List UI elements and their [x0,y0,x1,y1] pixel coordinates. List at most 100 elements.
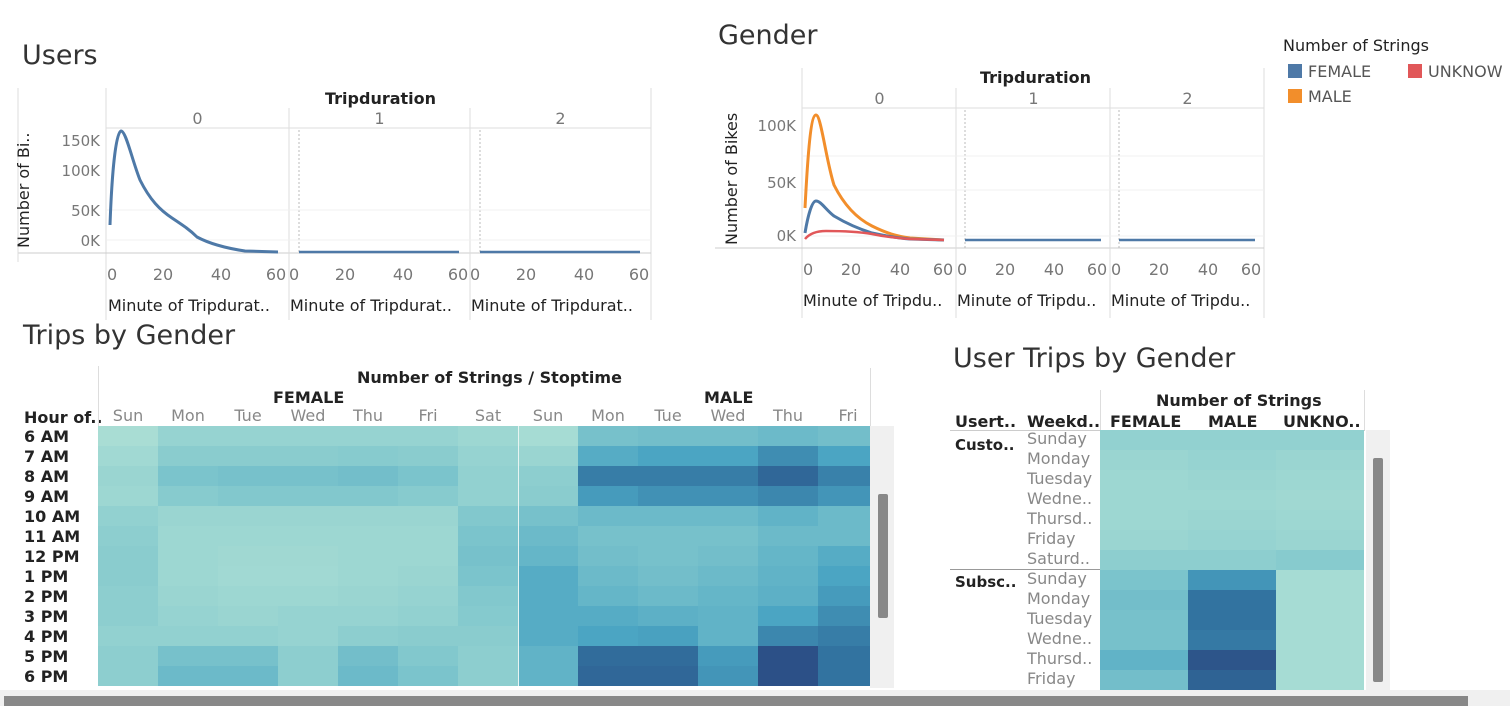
trips-heatmap-cell[interactable] [218,626,278,646]
user-trips-heatmap-cell[interactable] [1188,450,1276,470]
user-trips-heatmap-cell[interactable] [1100,650,1188,670]
trips-heatmap-cell[interactable] [338,606,398,626]
trips-heatmap-cell[interactable] [338,586,398,606]
trips-heatmap-cell[interactable] [578,506,638,526]
user-trips-heatmap-cell[interactable] [1276,550,1364,570]
trips-heatmap-cell[interactable] [278,506,338,526]
user-trips-heatmap-cell[interactable] [1276,590,1364,610]
trips-heatmap-cell[interactable] [218,446,278,466]
trips-heatmap-cell[interactable] [518,646,578,666]
trips-heatmap-cell[interactable] [818,606,870,626]
trips-heatmap-cell[interactable] [458,666,518,686]
trips-heatmap-cell[interactable] [338,646,398,666]
user-trips-heatmap-cell[interactable] [1276,530,1364,550]
trips-heatmap-cell[interactable] [818,586,870,606]
trips-heatmap-cell[interactable] [698,566,758,586]
user-trips-heatmap-cell[interactable] [1276,510,1364,530]
trips-heatmap-cell[interactable] [398,466,458,486]
trips-heatmap-cell[interactable] [158,546,218,566]
user-trips-heatmap-cell[interactable] [1188,430,1276,450]
trips-heatmap-cell[interactable] [578,526,638,546]
user-trips-heatmap-cell[interactable] [1100,570,1188,590]
user-trips-heatmap-cell[interactable] [1100,530,1188,550]
user-trips-heatmap-cell[interactable] [1100,470,1188,490]
trips-heatmap-cell[interactable] [278,606,338,626]
trips-heatmap-cell[interactable] [218,566,278,586]
user-trips-heatmap-cell[interactable] [1276,610,1364,630]
trips-heatmap-cell[interactable] [338,446,398,466]
trips-heatmap-cell[interactable] [698,426,758,446]
trips-heatmap-cell[interactable] [758,466,818,486]
trips-heatmap-cell[interactable] [698,586,758,606]
trips-heatmap-cell[interactable] [638,486,698,506]
trips-heatmap-cell[interactable] [518,606,578,626]
trips-heatmap-cell[interactable] [398,526,458,546]
user-trips-heatmap-cell[interactable] [1188,530,1276,550]
trips-heatmap-cell[interactable] [158,566,218,586]
trips-heatmap-cell[interactable] [518,446,578,466]
trips-heatmap-cell[interactable] [578,426,638,446]
trips-heatmap-cell[interactable] [218,526,278,546]
trips-heatmap-cell[interactable] [578,566,638,586]
trips-heatmap-cell[interactable] [578,466,638,486]
trips-heatmap-cell[interactable] [458,426,518,446]
trips-heatmap-cell[interactable] [818,486,870,506]
trips-heatmap-cell[interactable] [398,626,458,646]
trips-heatmap-cell[interactable] [698,486,758,506]
trips-heatmap-cell[interactable] [158,606,218,626]
trips-heatmap-cell[interactable] [698,606,758,626]
trips-heatmap-cell[interactable] [458,466,518,486]
trips-heatmap-cell[interactable] [698,666,758,686]
trips-scrollbar-thumb[interactable] [878,494,888,618]
trips-heatmap-cell[interactable] [818,466,870,486]
trips-heatmap-cell[interactable] [158,586,218,606]
user-trips-heatmap-cell[interactable] [1188,610,1276,630]
trips-heatmap-cell[interactable] [338,666,398,686]
trips-heatmap-cell[interactable] [398,566,458,586]
trips-heatmap-cell[interactable] [278,466,338,486]
trips-heatmap-cell[interactable] [338,486,398,506]
trips-heatmap-cell[interactable] [458,646,518,666]
legend-item-male[interactable]: MALE [1288,87,1352,106]
trips-heatmap-cell[interactable] [98,626,158,646]
trips-heatmap-cell[interactable] [218,426,278,446]
trips-heatmap-cell[interactable] [458,626,518,646]
trips-heatmap-cell[interactable] [758,606,818,626]
trips-heatmap-cell[interactable] [398,646,458,666]
trips-heatmap-cell[interactable] [518,486,578,506]
trips-heatmap-cell[interactable] [818,626,870,646]
trips-heatmap-cell[interactable] [338,526,398,546]
trips-heatmap-cell[interactable] [758,566,818,586]
trips-heatmap-cell[interactable] [218,466,278,486]
trips-heatmap-cell[interactable] [518,466,578,486]
horizontal-scrollbar[interactable] [0,690,1510,706]
legend-item-unknown[interactable]: UNKNOW [1408,62,1503,81]
trips-heatmap-cell[interactable] [818,566,870,586]
trips-heatmap-cell[interactable] [458,526,518,546]
trips-heatmap-cell[interactable] [158,526,218,546]
trips-heatmap-cell[interactable] [98,546,158,566]
trips-heatmap-cell[interactable] [98,586,158,606]
trips-heatmap-cell[interactable] [818,666,870,686]
user-trips-heatmap-cell[interactable] [1188,490,1276,510]
trips-heatmap-cell[interactable] [818,446,870,466]
trips-heatmap-cell[interactable] [578,586,638,606]
trips-heatmap-cell[interactable] [98,526,158,546]
trips-heatmap-cell[interactable] [218,606,278,626]
trips-heatmap-cell[interactable] [758,646,818,666]
user-trips-heatmap-cell[interactable] [1100,670,1188,690]
trips-heatmap-cell[interactable] [638,646,698,666]
trips-heatmap-cell[interactable] [398,506,458,526]
trips-heatmap-cell[interactable] [758,446,818,466]
trips-heatmap-cell[interactable] [338,546,398,566]
trips-heatmap-cell[interactable] [458,486,518,506]
trips-heatmap-cell[interactable] [278,426,338,446]
trips-heatmap-cell[interactable] [758,426,818,446]
trips-heatmap-cell[interactable] [638,526,698,546]
trips-heatmap-cell[interactable] [158,446,218,466]
user-trips-heatmap-cell[interactable] [1276,470,1364,490]
trips-heatmap-cell[interactable] [758,666,818,686]
trips-heatmap-cell[interactable] [578,546,638,566]
trips-heatmap-cell[interactable] [398,486,458,506]
trips-heatmap-cell[interactable] [278,546,338,566]
